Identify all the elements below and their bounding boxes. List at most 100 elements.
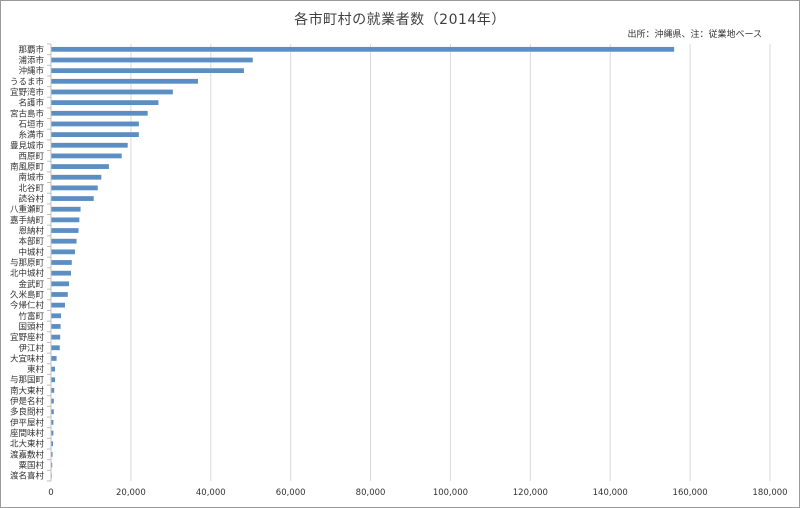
bar [51, 206, 81, 212]
category-label: 伊是名村 [10, 396, 45, 407]
category-label: 中城村 [18, 247, 44, 258]
category-label: 竹富町 [18, 311, 44, 322]
x-tick-label: 40,000 [196, 488, 226, 498]
bar [51, 174, 102, 180]
category-label: 石垣市 [18, 119, 44, 130]
category-label: 糸満市 [18, 130, 44, 141]
bar [51, 217, 80, 223]
category-label: 西原町 [18, 152, 44, 162]
category-label: 浦添市 [18, 55, 44, 66]
x-tick-label: 60,000 [276, 488, 306, 498]
bar [51, 313, 61, 319]
bar [51, 462, 53, 468]
category-labels: 那覇市浦添市沖縄市うるま市宜野湾市名護市宮古島市石垣市糸満市豊見城市西原町南風原… [10, 44, 45, 481]
category-label: 北谷町 [18, 184, 44, 194]
category-label: 南城市 [18, 172, 44, 183]
category-label: 南風原町 [10, 162, 45, 173]
category-label: 嘉手納町 [10, 215, 45, 226]
category-label: 座間味村 [10, 428, 45, 439]
axes [47, 43, 52, 482]
bar [51, 260, 72, 265]
bar [51, 164, 109, 169]
category-label: 与那原町 [10, 259, 45, 269]
category-label: 東村 [27, 364, 45, 375]
bar [51, 334, 61, 340]
bar [51, 281, 69, 287]
bar [51, 110, 148, 116]
category-label: 本部町 [18, 236, 44, 247]
category-label: 沖縄市 [18, 66, 44, 77]
category-label: 国頭村 [18, 321, 44, 332]
bar-series [51, 46, 675, 479]
category-label: うるま市 [10, 76, 45, 87]
bar [51, 249, 75, 255]
category-label: 金武町 [18, 279, 44, 290]
x-tick-label: 120,000 [513, 488, 548, 498]
bar [51, 185, 98, 191]
category-label: 与那国町 [10, 376, 45, 386]
category-label: 宜野座村 [10, 332, 45, 343]
category-label: 八重瀬町 [10, 204, 45, 215]
category-label: 北中城村 [10, 268, 45, 279]
category-label: 恩納村 [18, 226, 44, 237]
bar [51, 121, 139, 127]
category-label: 渡嘉敷村 [10, 449, 45, 460]
chart-title: 各市町村の就業者数（2014年） [294, 12, 506, 28]
bar [51, 196, 94, 201]
bar [51, 398, 54, 404]
bar [51, 153, 122, 159]
tick-labels: 0 20,000 40,000 60,000 80,000 100,000 120,000 1… [48, 488, 787, 498]
category-label: 那覇市 [18, 44, 44, 55]
bar [51, 356, 57, 361]
bar [51, 89, 173, 95]
bar [51, 302, 65, 308]
bar [51, 292, 68, 297]
category-label: 伊平屋村 [10, 417, 45, 428]
category-label: 豊見城市 [10, 140, 45, 151]
bar [51, 441, 53, 447]
bar [51, 132, 139, 137]
bar [51, 388, 55, 393]
x-tick-label: 80,000 [356, 488, 386, 498]
x-tick-label: 180,000 [752, 488, 787, 498]
category-label: 宜野湾市 [10, 87, 45, 98]
category-label: 伊江村 [18, 343, 44, 354]
category-label: 大宜味村 [10, 353, 45, 364]
x-tick-label: 140,000 [593, 488, 628, 498]
bar [51, 238, 77, 244]
bar [51, 57, 253, 63]
x-tick-label: 100,000 [433, 488, 468, 498]
x-tick-label: 0 [48, 488, 53, 498]
bar [51, 409, 54, 415]
bar [51, 377, 55, 383]
x-tick-label: 20,000 [116, 488, 146, 498]
bar [51, 419, 54, 425]
category-label: 名護市 [18, 98, 44, 109]
bar [51, 228, 79, 233]
bar [51, 451, 53, 457]
bar [51, 100, 159, 106]
bar [51, 366, 55, 372]
category-label: 宮古島市 [10, 108, 45, 119]
category-label: 久米島町 [10, 289, 45, 300]
x-tick-label: 160,000 [673, 488, 708, 498]
gridlines [130, 44, 771, 481]
bar [51, 68, 244, 74]
category-label: 読谷村 [18, 194, 44, 205]
category-label: 粟国村 [18, 460, 44, 471]
bar [51, 270, 71, 276]
bar [51, 324, 61, 329]
category-label: 渡名喜村 [10, 471, 45, 482]
category-label: 南大東村 [10, 385, 45, 396]
category-label: 多良間村 [10, 407, 45, 418]
bar [51, 142, 128, 148]
bar [51, 46, 675, 52]
category-label: 今帰仁村 [10, 300, 45, 311]
bar [51, 430, 54, 436]
category-label: 北大東村 [10, 439, 45, 450]
bar [51, 345, 60, 351]
source-note: 出所：沖縄県、注：従業地ベース [627, 30, 762, 40]
bar [51, 78, 198, 84]
